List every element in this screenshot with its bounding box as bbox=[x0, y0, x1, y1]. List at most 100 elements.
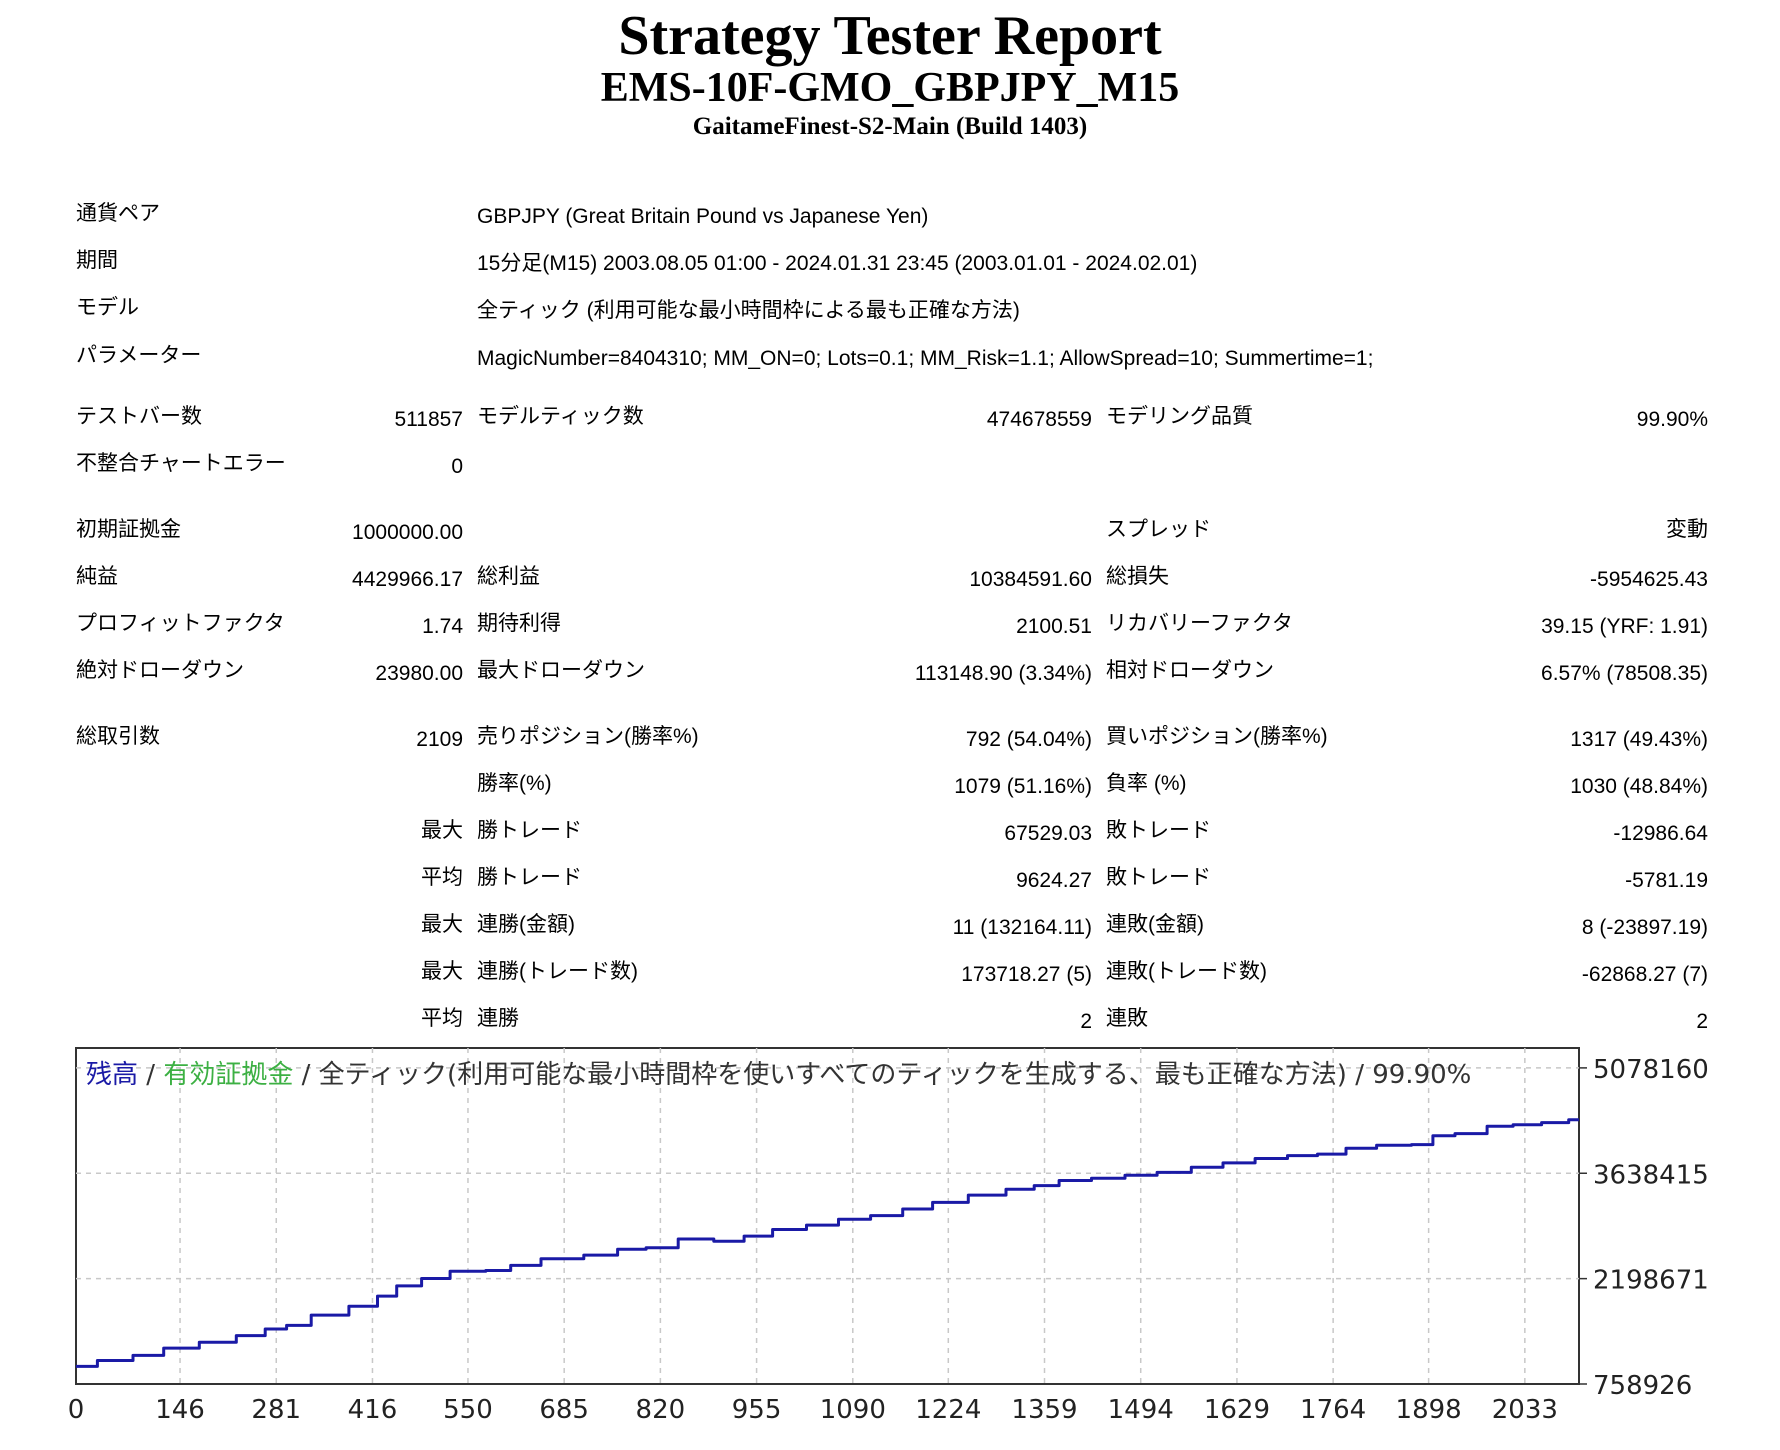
long-value: 1317 (49.43%) bbox=[1570, 728, 1708, 751]
cons-win-amt-value: 11 (132164.11) bbox=[952, 916, 1092, 939]
spread-label: スプレッド bbox=[1106, 518, 1211, 541]
pf-value: 1.74 bbox=[422, 615, 463, 638]
cons-win-cnt-label: 連勝(トレード数) bbox=[477, 960, 638, 983]
x-tick-label: 0 bbox=[68, 1395, 85, 1425]
expected-label: 期待利得 bbox=[477, 612, 561, 635]
max-win-value: 67529.03 bbox=[1004, 822, 1092, 845]
x-tick-label: 1090 bbox=[820, 1395, 886, 1425]
short-value: 792 (54.04%) bbox=[965, 728, 1092, 751]
recovery-label: リカバリーファクタ bbox=[1106, 612, 1293, 635]
trades-value: 2109 bbox=[416, 728, 463, 751]
x-tick-label: 1629 bbox=[1204, 1395, 1270, 1425]
deposit-label: 初期証拠金 bbox=[76, 518, 181, 541]
avg-loss-label: 敗トレード bbox=[1106, 866, 1211, 889]
period-value: 15分足(M15) 2003.08.05 01:00 - 2024.01.31 … bbox=[477, 252, 1198, 275]
cons-win-cnt-value: 173718.27 (5) bbox=[961, 963, 1092, 986]
model-value: 全ティック (利用可能な最小時間枠による最も正確な方法) bbox=[477, 299, 1020, 322]
avg-loss-value: -5781.19 bbox=[1625, 869, 1708, 892]
avg-cons-loss-label: 連敗 bbox=[1106, 1007, 1148, 1030]
recovery-value: 39.15 (YRF: 1.91) bbox=[1541, 615, 1708, 638]
ticks-value: 474678559 bbox=[986, 408, 1092, 431]
x-tick-label: 416 bbox=[348, 1395, 398, 1425]
x-tick-label: 281 bbox=[251, 1395, 301, 1425]
ticks-label: モデルティック数 bbox=[477, 405, 644, 428]
balance-line bbox=[76, 1118, 1579, 1368]
quality-value: 99.90% bbox=[1636, 408, 1708, 431]
cons-loss-cnt-value: -62868.27 (7) bbox=[1581, 963, 1708, 986]
cons-win-amt-label: 連勝(金額) bbox=[477, 913, 575, 936]
max-loss-label: 敗トレード bbox=[1106, 819, 1211, 842]
x-tick-label: 685 bbox=[539, 1395, 589, 1425]
avg-prefix: 平均 bbox=[421, 1007, 463, 1030]
x-tick-label: 1764 bbox=[1300, 1395, 1366, 1425]
cons-loss-amt-label: 連敗(金額) bbox=[1106, 913, 1204, 936]
legend-separator: / bbox=[138, 1060, 164, 1090]
cons-loss-amt-value: 8 (-23897.19) bbox=[1581, 916, 1708, 939]
spread-value: 変動 bbox=[1666, 518, 1708, 541]
symbol-label: 通貨ペア bbox=[76, 202, 160, 225]
gross-profit-label: 総利益 bbox=[477, 565, 540, 588]
expected-value: 2100.51 bbox=[1016, 615, 1092, 638]
params-value: MagicNumber=8404310; MM_ON=0; Lots=0.1; … bbox=[477, 347, 1374, 370]
max-dd-label: 最大ドローダウン bbox=[477, 659, 645, 682]
symbol-value: GBPJPY (Great Britain Pound vs Japanese … bbox=[477, 205, 929, 228]
period-label: 期間 bbox=[76, 249, 118, 272]
x-tick-label: 1494 bbox=[1108, 1395, 1174, 1425]
bars-value: 511857 bbox=[394, 408, 463, 431]
avg-cons-loss-value: 2 bbox=[1696, 1010, 1708, 1033]
avg-win-label: 勝トレード bbox=[477, 866, 582, 889]
x-tick-label: 146 bbox=[155, 1395, 205, 1425]
report-server: GaitameFinest-S2-Main (Build 1403) bbox=[692, 113, 1088, 140]
net-value: 4429966.17 bbox=[352, 568, 463, 591]
rel-dd-value: 6.57% (78508.35) bbox=[1541, 662, 1708, 685]
gross-loss-value: -5954625.43 bbox=[1590, 568, 1708, 591]
max-prefix: 最大 bbox=[421, 960, 463, 983]
y-tick-label: 758926 bbox=[1593, 1371, 1692, 1401]
x-tick-label: 1224 bbox=[915, 1395, 981, 1425]
avg-prefix: 平均 bbox=[421, 866, 463, 889]
report-subtitle: EMS-10F-GMO_GBPJPY_M15 bbox=[600, 65, 1180, 111]
avg-cons-win-label: 連勝 bbox=[477, 1007, 519, 1030]
avg-win-value: 9624.27 bbox=[1016, 869, 1092, 892]
balance-chart-svg: 0 146 281 416 550 685 820 955 1090 1224 1359 1494 16… bbox=[68, 1047, 1709, 1425]
abs-dd-value: 23980.00 bbox=[375, 662, 463, 685]
pf-label: プロフィットファクタ bbox=[76, 612, 285, 635]
max-loss-value: -12986.64 bbox=[1613, 822, 1708, 845]
lossrate-value: 1030 (48.84%) bbox=[1570, 775, 1708, 798]
x-tick-label: 550 bbox=[443, 1395, 493, 1425]
mismatch-label: 不整合チャートエラー bbox=[76, 452, 286, 475]
rel-dd-label: 相対ドローダウン bbox=[1106, 659, 1274, 682]
mismatch-value: 0 bbox=[451, 455, 463, 478]
long-label: 買いポジション(勝率%) bbox=[1106, 725, 1328, 748]
y-tick-label: 5078160 bbox=[1593, 1055, 1709, 1085]
net-label: 純益 bbox=[76, 565, 118, 588]
abs-dd-label: 絶対ドローダウン bbox=[76, 659, 244, 682]
y-tick-label: 3638415 bbox=[1593, 1160, 1709, 1190]
deposit-value: 1000000.00 bbox=[352, 521, 463, 544]
cons-loss-cnt-label: 連敗(トレード数) bbox=[1106, 960, 1267, 983]
legend-equity: 有効証拠金 bbox=[163, 1060, 294, 1090]
legend-description: / 全ティック(利用可能な最小時間枠を使いすべてのティックを生成する、最も正確な… bbox=[293, 1060, 1472, 1090]
avg-cons-win-value: 2 bbox=[1080, 1010, 1092, 1033]
max-prefix: 最大 bbox=[421, 819, 463, 842]
trades-label: 総取引数 bbox=[76, 725, 160, 748]
winrate-label: 勝率(%) bbox=[477, 772, 552, 795]
max-win-label: 勝トレード bbox=[477, 819, 582, 842]
legend-balance: 残高 bbox=[86, 1060, 139, 1090]
params-label: パラメーター bbox=[76, 344, 202, 367]
gross-loss-label: 総損失 bbox=[1106, 565, 1169, 588]
x-tick-label: 1359 bbox=[1011, 1395, 1077, 1425]
chart-legend: 残高 / 有効証拠金 / 全ティック(利用可能な最小時間枠を使いすべてのティック… bbox=[86, 1060, 1471, 1090]
x-tick-label: 2033 bbox=[1492, 1395, 1558, 1425]
x-tick-label: 1898 bbox=[1396, 1395, 1462, 1425]
plot-area bbox=[75, 1047, 1580, 1385]
x-tick-label: 820 bbox=[636, 1395, 686, 1425]
x-tick-label: 955 bbox=[732, 1395, 782, 1425]
y-tick-label: 2198671 bbox=[1593, 1266, 1709, 1296]
model-label: モデル bbox=[76, 296, 139, 319]
max-prefix: 最大 bbox=[421, 913, 463, 936]
short-label: 売りポジション(勝率%) bbox=[477, 725, 699, 748]
quality-label: モデリング品質 bbox=[1106, 405, 1253, 428]
max-dd-value: 113148.90 (3.34%) bbox=[914, 662, 1092, 685]
gross-profit-value: 10384591.60 bbox=[969, 568, 1092, 591]
